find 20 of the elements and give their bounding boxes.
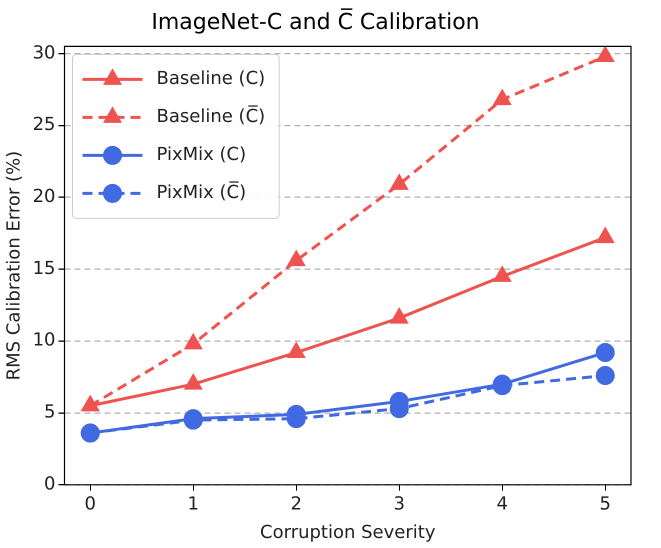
y-tick-label: 25 — [32, 114, 56, 136]
x-tick-label: 0 — [84, 493, 96, 514]
x-tick-label: 5 — [600, 493, 611, 514]
x-tick-label: 4 — [496, 493, 508, 514]
y-tick-label: 5 — [44, 402, 56, 423]
x-axis-title: Corruption Severity — [260, 522, 436, 543]
chart-title: ImageNet-C and C̅ Calibration — [151, 8, 480, 35]
legend-label: Baseline (C̅) — [156, 104, 266, 128]
legend-label: PixMix (C̅) — [156, 180, 246, 204]
legend-label: Baseline (C) — [156, 68, 266, 90]
x-tick-label: 1 — [188, 493, 199, 514]
y-tick-label: 15 — [32, 258, 56, 279]
y-tick-label: 20 — [32, 186, 56, 207]
legend-label: PixMix (C) — [156, 144, 246, 166]
y-tick-label: 30 — [32, 42, 56, 64]
x-tick-label: 3 — [394, 493, 405, 514]
y-tick-label: 0 — [44, 473, 56, 494]
y-axis-title: RMS Calibration Error (%) — [3, 150, 24, 380]
y-tick-label: 10 — [32, 330, 56, 351]
x-tick-label: 2 — [290, 493, 302, 514]
